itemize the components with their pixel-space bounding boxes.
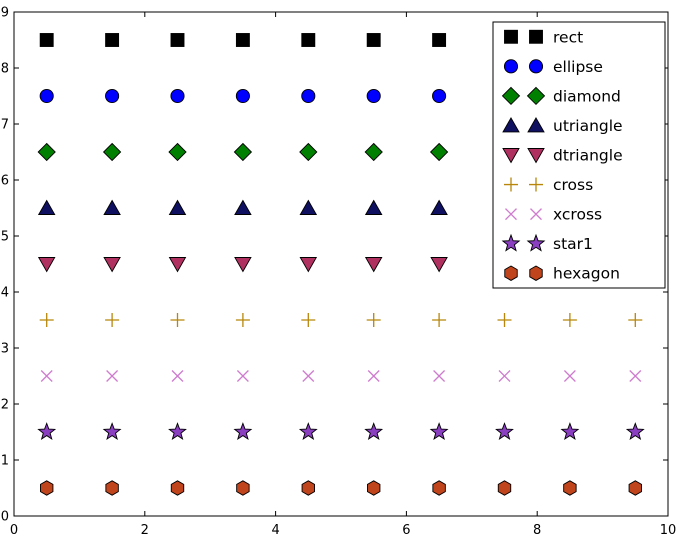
- y-tick-label: 7: [1, 118, 9, 133]
- x-tick-label: 6: [402, 523, 410, 538]
- x-tick-label: 8: [533, 523, 541, 538]
- y-tick-label: 0: [1, 510, 9, 525]
- legend-label: xcross: [553, 206, 602, 224]
- axis-tick-labels: 0 2 4 6 8 10 0 1 2 3 4 5 6 7 8 9: [1, 6, 677, 539]
- legend-label: hexagon: [553, 265, 620, 283]
- legend-entry-hexagon: hexagon: [504, 265, 620, 283]
- y-tick-label: 3: [1, 342, 9, 357]
- axis-ticks: [13, 11, 669, 517]
- series-cross: [39, 313, 643, 327]
- legend-entry-xcross: xcross: [505, 206, 602, 224]
- series-star1: [37, 422, 645, 441]
- y-tick-label: 5: [1, 230, 9, 245]
- legend-entry-diamond: diamond: [501, 86, 621, 105]
- legend-label: utriangle: [553, 117, 623, 135]
- x-tick-label: 4: [271, 523, 279, 538]
- y-tick-label: 6: [1, 174, 9, 189]
- y-tick-label: 4: [1, 286, 9, 301]
- x-tick-label: 0: [10, 523, 18, 538]
- legend-entry-ellipse: ellipse: [503, 58, 603, 76]
- legend-box: [492, 21, 666, 289]
- y-tick-label: 1: [1, 454, 9, 469]
- legend-label: rect: [553, 28, 583, 46]
- legend-entry-cross: cross: [504, 176, 593, 194]
- legend-label: diamond: [553, 87, 621, 105]
- x-tick-label: 10: [660, 523, 677, 538]
- y-tick-label: 8: [1, 62, 9, 77]
- x-tick-label: 2: [141, 523, 149, 538]
- legend-label: ellipse: [553, 58, 603, 76]
- legend-entry-utriangle: utriangle: [502, 117, 623, 135]
- legend-label: dtriangle: [553, 147, 623, 165]
- legend-label: star1: [553, 235, 593, 253]
- legend: rect ellipse diamond utriangle dtriangle cros…: [492, 21, 666, 289]
- series-xcross: [40, 370, 642, 382]
- series-hexagon: [40, 480, 642, 496]
- legend-label: cross: [553, 176, 593, 194]
- y-tick-label: 2: [1, 398, 9, 413]
- legend-entry-rect: rect: [504, 28, 583, 46]
- legend-entry-star1: star1: [501, 233, 593, 253]
- legend-entry-dtriangle: dtriangle: [502, 147, 623, 165]
- y-tick-label: 9: [1, 6, 9, 21]
